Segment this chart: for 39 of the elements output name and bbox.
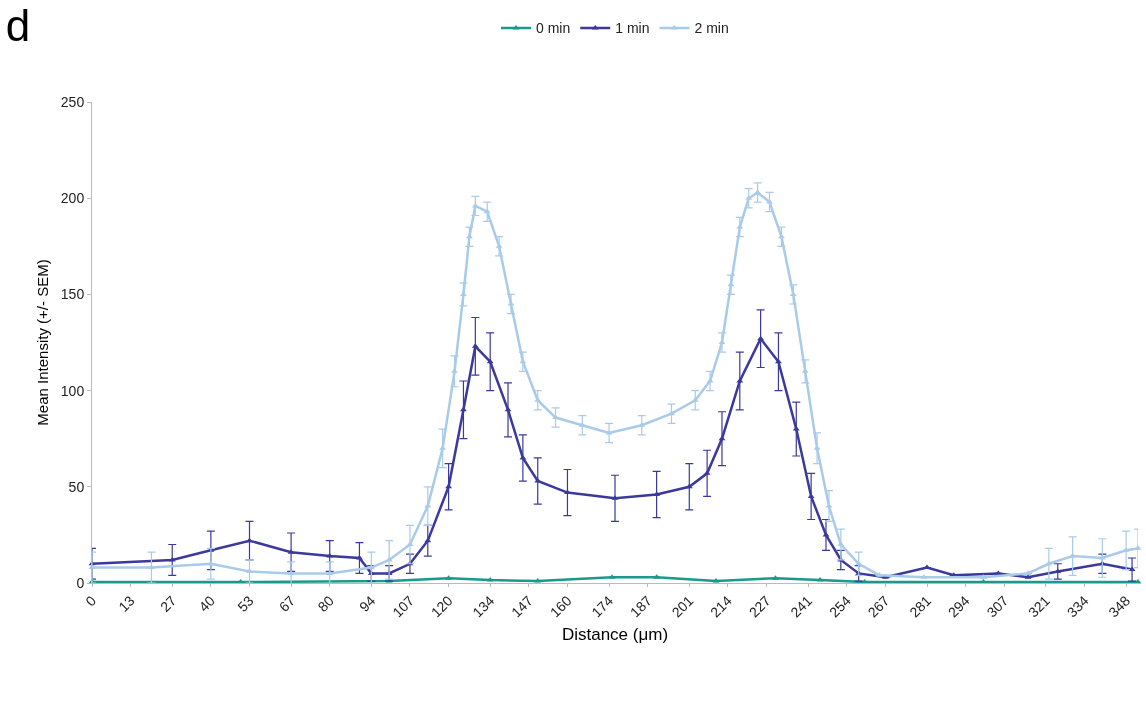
x-tick-label: 321 — [1025, 592, 1054, 621]
legend-label: 1 min — [615, 20, 650, 37]
x-tick-label: 254 — [826, 592, 854, 621]
legend-label: 2 min — [694, 20, 729, 37]
x-tick-label: 53 — [234, 592, 257, 615]
x-tick-label: 160 — [546, 592, 575, 621]
x-tick-label: 227 — [745, 592, 774, 621]
x-tick-label: 267 — [864, 592, 893, 621]
x-tick-label: 67 — [275, 592, 299, 615]
x-tick-label: 334 — [1063, 592, 1092, 621]
y-tick-label: 250 — [60, 93, 85, 110]
y-tick-label: 50 — [68, 478, 85, 495]
x-axis-title: Distance (μm) — [561, 624, 669, 644]
x-tick-label: 187 — [626, 592, 655, 621]
y-tick-label: 200 — [60, 190, 85, 207]
x-tick-label: 241 — [787, 592, 816, 621]
x-tick-label: 27 — [156, 592, 180, 615]
x-tick-label: 0 — [82, 592, 100, 610]
x-tick-label: 307 — [983, 592, 1012, 621]
x-tick-label: 120 — [427, 592, 456, 621]
x-tick-label: 281 — [906, 592, 935, 621]
x-tick-label: 107 — [389, 592, 418, 621]
x-tick-label: 147 — [508, 592, 537, 621]
x-tick-label: 80 — [314, 592, 337, 615]
chart-title: d — [5, 1, 31, 51]
x-tick-label: 174 — [588, 592, 617, 621]
legend-label: 0 min — [536, 20, 571, 37]
x-tick-label: 94 — [356, 592, 379, 615]
x-tick-label: 294 — [944, 592, 973, 621]
x-tick-label: 201 — [668, 592, 697, 621]
y-axis-title: Mean Intensity (+/- SEM) — [34, 259, 52, 426]
x-tick-label: 13 — [115, 592, 138, 615]
x-tick-label: 348 — [1105, 592, 1134, 621]
y-tick-label: 150 — [60, 286, 85, 303]
x-tick-label: 134 — [469, 592, 498, 621]
x-tick-label: 40 — [195, 592, 219, 615]
x-tick-label: 214 — [707, 592, 736, 621]
y-tick-label: 0 — [76, 574, 85, 591]
y-tick-label: 100 — [60, 382, 85, 399]
